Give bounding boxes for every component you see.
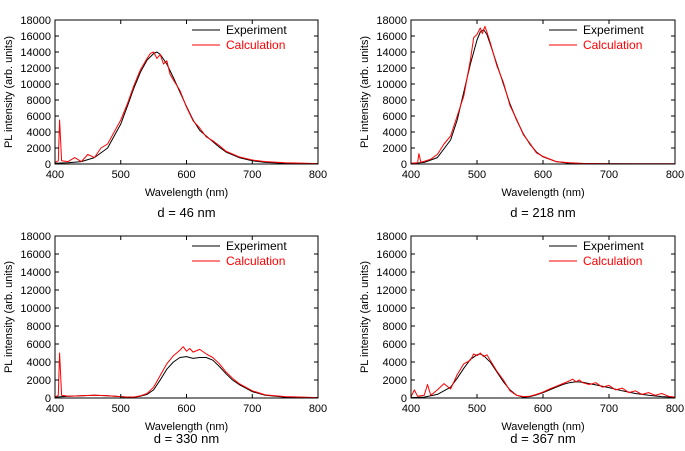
y-tick-label: 14000 [20,267,51,279]
y-tick-label: 18000 [376,231,407,243]
y-tick-label: 0 [401,159,407,171]
y-axis-label: PL intensity (arb. units) [359,36,371,148]
y-tick-label: 16000 [376,31,407,43]
chart-panel-3: 400 500 600 700 8000200040006000800010000120… [3,231,327,446]
legend-label-calculation: Calculation [583,38,642,52]
y-tick-label: 16000 [376,249,407,261]
legend-label-calculation: Calculation [226,254,285,268]
y-tick-label: 4000 [27,127,51,139]
x-tick-label: 800 [309,169,327,181]
y-tick-label: 8000 [383,321,407,333]
y-axis-label: PL intensity (arb. units) [359,261,371,373]
y-tick-label: 16000 [20,31,51,43]
y-tick-label: 0 [45,393,51,405]
x-tick-label: 500 [112,169,130,181]
y-tick-label: 8000 [27,321,51,333]
y-tick-label: 4000 [383,357,407,369]
x-axis-label: Wavelength (nm) [145,421,228,433]
y-tick-label: 14000 [376,267,407,279]
y-axis-label: PL intensity (arb. units) [3,36,15,148]
panel-caption: d = 367 nm [510,431,575,446]
x-tick-label: 400 [46,403,64,415]
series-line-calculation [411,25,675,164]
x-tick-label: 500 [112,403,130,415]
x-tick-label: 600 [534,403,552,415]
y-tick-label: 8000 [27,95,51,107]
x-tick-label: 800 [666,169,684,181]
series-line-experiment [55,356,318,398]
legend-label-experiment: Experiment [226,23,287,37]
y-tick-label: 12000 [20,285,51,297]
y-tick-label: 2000 [383,375,407,387]
y-tick-label: 6000 [383,111,407,123]
y-tick-label: 2000 [27,375,51,387]
series-line-experiment [55,51,318,164]
y-tick-label: 10000 [20,79,51,91]
series-line-calculation [55,51,318,164]
y-tick-label: 2000 [383,143,407,155]
chart-panel-4: 400 500 600 700 8000200040006000800010000120… [359,231,684,446]
y-tick-label: 0 [401,393,407,405]
x-tick-label: 800 [666,403,684,415]
series-line-calculation [55,346,318,398]
y-tick-label: 18000 [20,15,51,27]
series-line-calculation [411,352,675,398]
x-tick-label: 400 [402,403,420,415]
x-tick-label: 400 [46,169,64,181]
panel-caption: d = 46 nm [157,205,215,220]
y-tick-label: 12000 [376,63,407,75]
y-tick-label: 18000 [376,15,407,27]
x-axis-label: Wavelength (nm) [501,187,584,199]
panel-caption: d = 218 nm [510,205,575,220]
y-tick-label: 10000 [376,303,407,315]
legend-label-experiment: Experiment [583,239,644,253]
x-tick-label: 700 [600,403,618,415]
panel-caption: d = 330 nm [154,431,219,446]
y-tick-label: 6000 [27,339,51,351]
legend-label-experiment: Experiment [583,23,644,37]
y-tick-label: 6000 [27,111,51,123]
y-tick-label: 10000 [376,79,407,91]
x-tick-label: 600 [177,403,195,415]
x-tick-label: 500 [468,169,486,181]
y-tick-label: 18000 [20,231,51,243]
y-tick-label: 2000 [27,143,51,155]
x-tick-label: 700 [243,403,261,415]
y-tick-label: 14000 [20,47,51,59]
legend-label-calculation: Calculation [583,254,642,268]
y-tick-label: 0 [45,159,51,171]
x-tick-label: 700 [600,169,618,181]
legend-label-calculation: Calculation [226,38,285,52]
chart-panel-1: 400 500 600 700 8000200040006000800010000120… [3,15,327,220]
y-tick-label: 10000 [20,303,51,315]
y-tick-label: 6000 [383,339,407,351]
y-tick-label: 12000 [376,285,407,297]
y-axis-label: PL intensity (arb. units) [3,261,15,373]
x-tick-label: 800 [309,403,327,415]
y-tick-label: 16000 [20,249,51,261]
x-tick-label: 600 [177,169,195,181]
y-tick-label: 12000 [20,63,51,75]
x-tick-label: 400 [402,169,420,181]
y-tick-label: 4000 [383,127,407,139]
legend-label-experiment: Experiment [226,239,287,253]
y-tick-label: 8000 [383,95,407,107]
chart-panel-2: 400 500 600 700 8000200040006000800010000120… [359,15,684,220]
x-tick-label: 500 [468,403,486,415]
x-tick-label: 600 [534,169,552,181]
y-tick-label: 4000 [27,357,51,369]
x-tick-label: 700 [243,169,261,181]
x-axis-label: Wavelength (nm) [145,187,228,199]
y-tick-label: 14000 [376,47,407,59]
x-axis-label: Wavelength (nm) [501,421,584,433]
